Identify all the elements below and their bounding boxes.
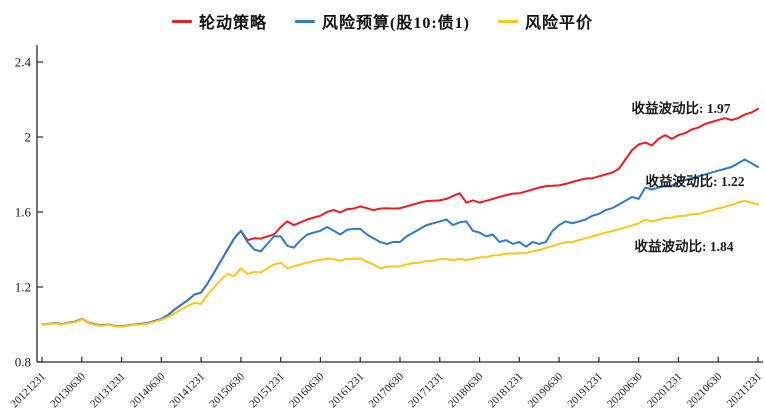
x-tick-label: 20210630 <box>685 370 725 410</box>
legend-item-risk-parity: 风险平价 <box>498 9 593 33</box>
legend-line-marker-yellow-icon <box>498 19 518 23</box>
legend-label-risk-parity: 风险平价 <box>525 15 594 32</box>
legend-line-marker-blue-icon <box>295 19 315 23</box>
y-tick-label: 1.2 <box>15 280 31 295</box>
x-tick-label: 20160630 <box>287 370 327 410</box>
x-tick-label: 20140630 <box>128 370 168 410</box>
x-tick-label: 20141231 <box>168 371 208 411</box>
x-tick-label: 20130630 <box>48 370 88 410</box>
x-tick-label: 20200630 <box>605 370 645 410</box>
x-tick-label: 20181231 <box>486 371 526 411</box>
legend-line-marker-red-icon <box>171 19 192 23</box>
x-tick-label: 20190630 <box>526 370 566 410</box>
legend-item-rotation-strategy: 轮动策略 <box>171 9 267 33</box>
legend-item-risk-budget: 风险预算(股10:债1) <box>295 9 470 33</box>
y-tick-label: 0.8 <box>15 355 31 370</box>
y-tick-label: 2.4 <box>15 55 32 70</box>
x-tick-label: 20161231 <box>327 371 367 411</box>
legend-label-risk-budget: 风险预算(股10:债1) <box>322 15 470 32</box>
x-tick-label: 20150630 <box>207 370 247 410</box>
x-tick-label: 20211231 <box>725 371 764 410</box>
y-tick-label: 2 <box>25 130 32 145</box>
annotation-return-vol-ratio-3: 收益波动比: 1.84 <box>635 238 734 254</box>
annotation-return-vol-ratio-1: 收益波动比: 1.97 <box>632 100 731 116</box>
y-tick-label: 1.6 <box>15 205 32 220</box>
x-tick-label: 20121231 <box>9 371 49 411</box>
x-tick-label: 20131231 <box>88 371 128 411</box>
x-tick-label: 20180630 <box>446 370 486 410</box>
x-tick-label: 20201231 <box>645 371 685 411</box>
x-tick-label: 20191231 <box>565 371 605 411</box>
chart-legend: 轮动策略 风险预算(股10:债1) 风险平价 <box>0 6 765 36</box>
annotation-return-vol-ratio-2: 收益波动比: 1.22 <box>646 173 745 189</box>
x-tick-label: 20151231 <box>247 371 287 411</box>
series-line-risk-parity <box>41 199 759 328</box>
legend-label-rotation-strategy: 轮动策略 <box>198 15 267 32</box>
x-tick-label: 20170630 <box>367 370 407 410</box>
x-tick-label: 20171231 <box>406 371 446 411</box>
series-line-rotation-strategy <box>41 107 759 328</box>
